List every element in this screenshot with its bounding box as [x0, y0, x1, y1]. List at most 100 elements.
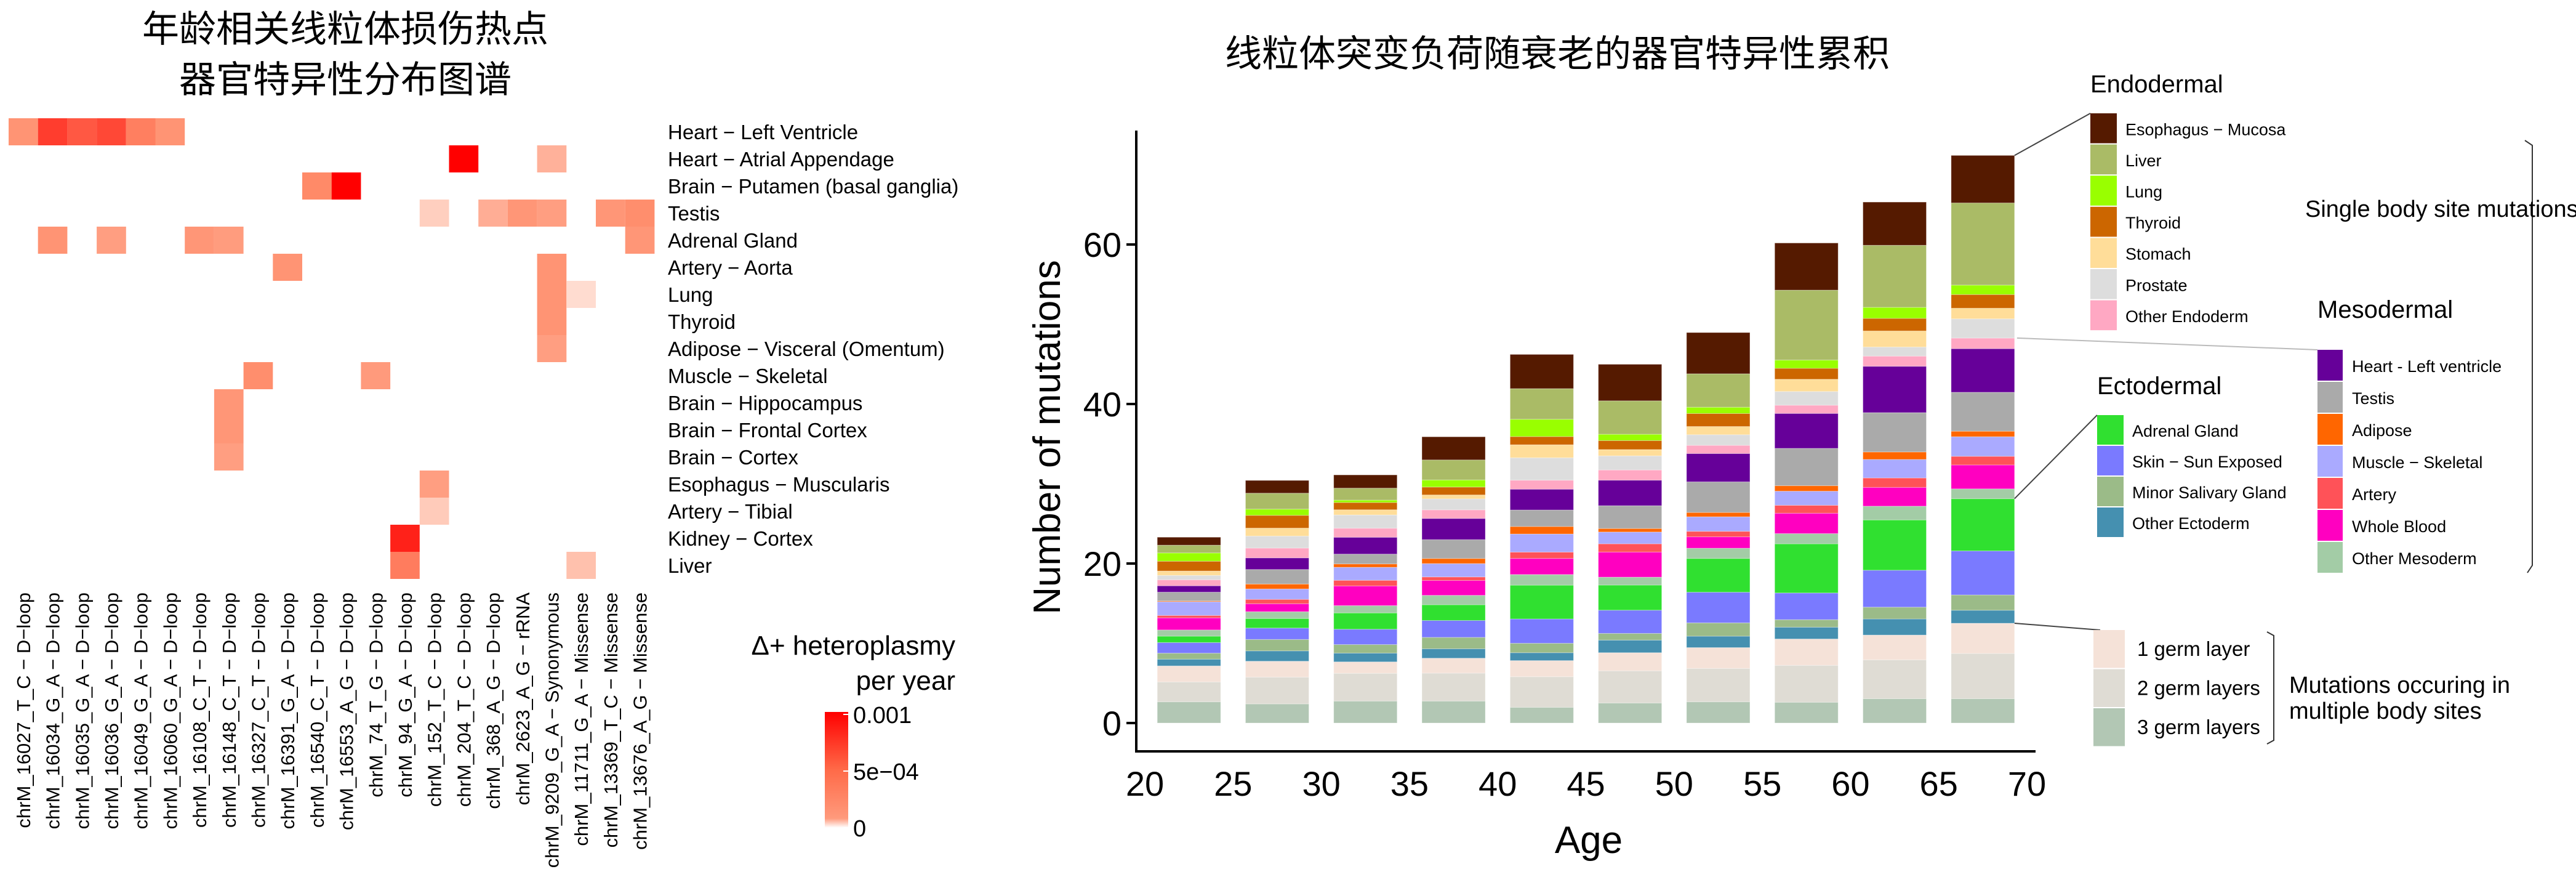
bar-segment [1333, 605, 1398, 613]
bar-segment [1598, 480, 1663, 506]
bar-segment [1598, 364, 1663, 402]
heatmap-cell [419, 471, 449, 498]
bar-segment [1333, 564, 1398, 568]
bar-segment [1509, 444, 1574, 458]
legend-swatch [2097, 446, 2124, 475]
bar-segment [1509, 643, 1574, 653]
bar-segment [1157, 658, 1221, 666]
bar-segment [1686, 636, 1751, 648]
bar-segment [1421, 518, 1486, 540]
bar-segment [1421, 580, 1486, 596]
heatmap-column-label: chrM_16148_C_T − D−loop [219, 592, 240, 828]
bar-segment [1509, 584, 1574, 620]
y-tick-label: 60 [1083, 225, 1121, 264]
heatmap-cell [566, 552, 596, 579]
bar-segment [1598, 652, 1663, 671]
connector-germ-layers [2014, 622, 2101, 631]
x-axis-label: Age [1555, 819, 1623, 862]
bar-segment [1421, 658, 1486, 674]
bar-segment [1598, 584, 1663, 611]
legend-swatch [2317, 542, 2343, 573]
bar-segment [1157, 591, 1221, 602]
y-tick-label: 0 [1102, 704, 1121, 743]
bar-segment [1863, 245, 1927, 308]
bar-segment [1686, 647, 1751, 669]
y-tick-label: 40 [1083, 385, 1121, 424]
heatmap-cell [38, 118, 68, 145]
bar-segment [1421, 700, 1486, 724]
colorbar-title-line-2: per year [856, 666, 955, 696]
heatmap-column-label: chrM_16108_C_T − D−loop [189, 592, 211, 828]
legend-label: Esophagus − Mucosa [2125, 120, 2286, 139]
heatmap-column-label: chrM_16036_G_A − D−loop [101, 592, 122, 829]
bar-segment [1421, 479, 1486, 488]
heatmap-cell [361, 362, 391, 389]
heatmap-cell [155, 118, 185, 145]
bar-segment [1774, 360, 1839, 369]
heatmap-cell [214, 227, 244, 254]
bar-segment [1598, 528, 1663, 533]
bar-segment [1774, 368, 1839, 380]
bar-segment [1686, 406, 1751, 414]
bar-segment [1951, 610, 2015, 624]
legend-ectodermal: Adrenal Gland Skin − Sun Exposed Minor Sal… [2097, 415, 2287, 537]
colorbar-tick-label: 0.001 [853, 703, 912, 729]
legend-label: Prostate [2125, 276, 2188, 294]
heatmap-cell [390, 525, 420, 552]
heatmap-title-line-2: 器官特异性分布图谱 [179, 59, 512, 100]
bar-segment [1774, 512, 1839, 534]
heatmap-cell [596, 200, 625, 227]
heatmap-cell [625, 227, 655, 254]
bar-segment [1863, 201, 1927, 246]
legend-swatch [2093, 708, 2125, 746]
bar-segment [1951, 337, 2015, 349]
y-tick-label: 20 [1083, 544, 1121, 583]
bar-segment [1686, 592, 1751, 623]
legend-label: Heart - Left ventricle [2352, 357, 2502, 376]
heatmap-row-label: Heart − Left Ventricle [668, 121, 858, 143]
bar-segment [1421, 509, 1486, 519]
bar-segment [1951, 456, 2015, 466]
bar-segment [1774, 619, 1839, 628]
bar-segment [1421, 595, 1486, 605]
bar-segment [1333, 474, 1398, 489]
single-site-label: Single body site mutations [2305, 196, 2576, 222]
multi-site-bracket [2266, 631, 2274, 745]
legend-label: Stomach [2125, 245, 2191, 264]
bar-segment [1421, 487, 1486, 496]
legend-swatch [2317, 350, 2343, 381]
bar-segment [1509, 457, 1574, 481]
legend-label: Muscle − Skeletal [2352, 453, 2482, 472]
legend-heading-ectodermal: Ectodermal [2097, 373, 2221, 400]
x-tick-label: 70 [2008, 764, 2046, 803]
bar-segment [1509, 509, 1574, 527]
bar-segment [1863, 355, 1927, 367]
bar-segment [1509, 706, 1574, 724]
bar-segment [1509, 618, 1574, 644]
bar-segment [1686, 445, 1751, 454]
heatmap-column-label: chrM_13369_T_C − Missense [600, 592, 622, 847]
bar-segment [1951, 488, 2015, 499]
bar-segment [1598, 639, 1663, 653]
bar-segment [1421, 637, 1486, 649]
legend-swatch [2090, 176, 2117, 206]
bar-segment [1686, 512, 1751, 517]
y-axis-label: Number of mutations [1026, 260, 1069, 614]
heatmap-row-label: Brain − Cortex [668, 446, 798, 469]
bar-segment [1157, 642, 1221, 654]
heatmap-column-label: chrM_16391_G_A − D−loop [277, 592, 299, 829]
heatmap-row-label: Adrenal Gland [668, 229, 798, 252]
y-axis-ticks: 0 20 40 60 [1083, 225, 1136, 743]
bar-segment [1951, 498, 2015, 552]
bar-segment [1333, 554, 1398, 565]
bar-stack [1333, 474, 1398, 724]
bar-segment [1863, 634, 1927, 660]
legend-swatch [2090, 206, 2117, 237]
bar-segment [1951, 594, 2015, 611]
bar-segment [1951, 551, 2015, 596]
bar-segment [1333, 502, 1398, 511]
bar-segment [1157, 615, 1221, 618]
legend-swatch [2090, 269, 2117, 299]
bar-segment [1157, 575, 1221, 580]
